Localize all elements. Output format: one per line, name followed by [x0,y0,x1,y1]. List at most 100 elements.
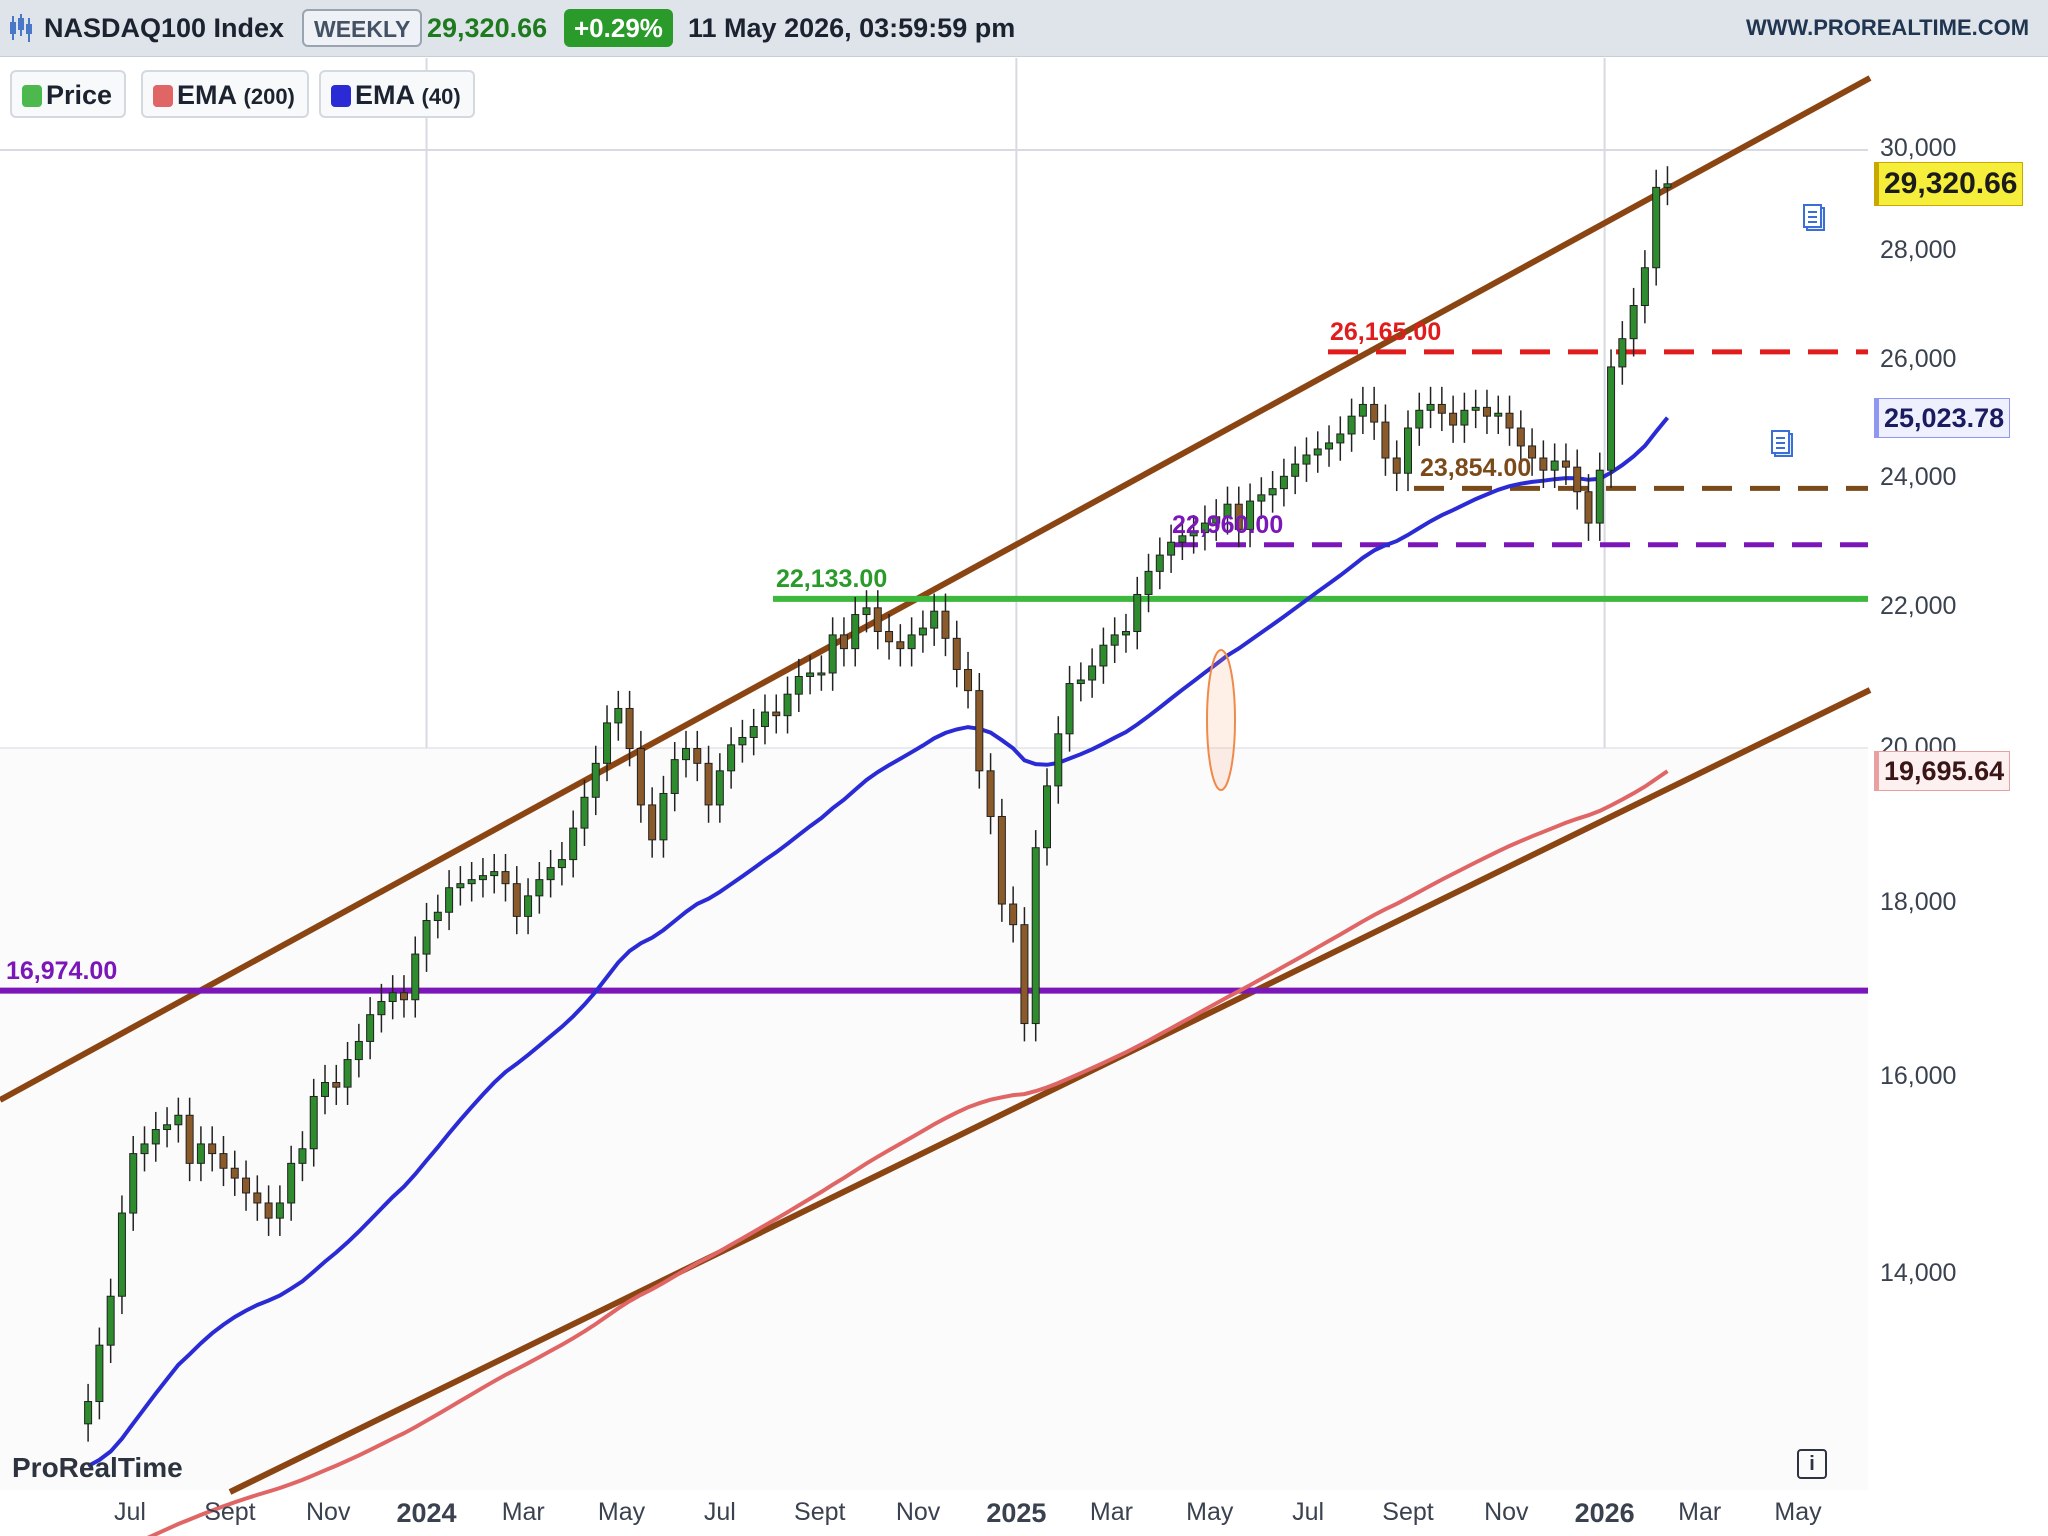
candle-body [343,1059,352,1088]
candle-body [117,1212,126,1297]
legend-item-price[interactable]: Price [10,70,127,118]
candle-body [772,711,781,717]
news-note-icon[interactable] [1771,430,1795,458]
candle-body [1573,466,1582,493]
candle-body [975,690,984,772]
candle-body [1020,924,1029,1025]
ema-200-line [146,769,1669,1536]
info-icon[interactable]: i [1797,1449,1827,1479]
legend-label-ema-40: EMA [355,80,414,110]
candle-body [95,1344,104,1403]
candle-body [1449,412,1458,426]
candle-body [557,859,566,869]
candle-body [196,1143,205,1164]
y-tick-label: 16,000 [1880,1061,1957,1090]
candle-body [129,1153,138,1214]
candle-body [1494,412,1503,417]
x-tick-label: Nov [895,1498,941,1526]
horizontal-levels [0,349,1868,994]
candle-body [1200,522,1209,534]
candle-body [1663,183,1672,188]
candle-body [275,1202,284,1219]
candle-body [885,630,894,643]
candle-body [1076,679,1085,685]
x-tick-label: Sept [204,1498,256,1526]
legend-label-price: Price [46,80,113,110]
x-tick-label: May [1186,1498,1234,1526]
candle-body [1595,469,1604,524]
candle-body [760,711,769,728]
candle-body [930,610,939,629]
candle-body [253,1192,262,1204]
candle-body [377,1000,386,1016]
candle-body [1144,570,1153,595]
y-tick-label: 18,000 [1880,888,1957,917]
candle-body [918,627,927,636]
ema-swatch-icon [153,85,173,107]
candle-body [287,1162,296,1204]
candle-body [388,992,397,1002]
news-note-icon[interactable] [1803,204,1827,232]
candle-body [174,1114,183,1126]
candle-body [907,634,916,650]
candle-body [1505,412,1514,429]
candle-body [1381,421,1390,459]
channel-upper-line [0,75,1872,1103]
candle-body [1009,903,1018,926]
candle-body [501,871,510,885]
candle-body [964,668,973,692]
annotation-ellipse [1206,649,1236,791]
level-label-4: 16,974.00 [6,956,118,985]
level-label-1: 23,854.00 [1420,454,1532,483]
price-tag-ema-40: 25,023.78 [1874,397,2011,438]
candle-body [140,1143,149,1155]
grid-lines [0,58,1868,1490]
candle-body [1550,460,1559,471]
candle-body [399,992,408,1001]
candle-body [1347,415,1356,435]
candle-body [986,770,995,817]
candle-body [478,875,487,881]
ema-swatch-icon [331,85,351,107]
x-tick-label: Mar [1089,1498,1133,1526]
candle-body [208,1143,217,1155]
y-tick-label: 24,000 [1880,463,1957,492]
candle-body [1325,442,1334,450]
y-tick-label: 14,000 [1880,1259,1957,1287]
top-bar: NASDAQ100 Index WEEKLY 29,320.66 +0.29% … [0,0,2048,57]
period-selector[interactable]: WEEKLY [302,9,423,47]
candle-body [1155,554,1164,572]
legend-item-ema-40[interactable]: EMA (40) [319,70,475,118]
candle-body [1482,406,1491,417]
x-tick-label: 2024 [396,1498,457,1528]
x-tick-label: Nov [305,1498,351,1526]
candle-body [1392,457,1401,474]
candle-body [433,911,442,922]
level-label-3: 22,133.00 [776,564,888,593]
candle-body [546,867,555,881]
candle-body [1121,630,1130,636]
candle-body [1257,494,1266,502]
y-tick-label: 26,000 [1880,345,1957,374]
candle-body [670,759,679,794]
candle-body [1370,403,1379,423]
candle-body [230,1167,239,1179]
candle-body [952,637,961,670]
website-link[interactable]: WWW.PROREALTIME.COM [1746,15,2030,40]
x-tick-label: 2026 [1574,1498,1635,1528]
candle-body [1088,665,1097,681]
candle-body [1279,475,1288,490]
candle-body [456,883,465,889]
watermark: ProRealTime [12,1452,183,1483]
candle-body [1031,847,1040,1025]
candle-body [1178,535,1187,543]
candle-body [1629,305,1638,340]
change-badge: +0.29% [564,9,673,47]
datetime-readout: 11 May 2026, 03:59:59 pm [688,13,1016,43]
price-tag-last-price: 29,320.66 [1874,161,2024,206]
legend-param-ema-40: (40) [421,84,461,109]
legend-item-ema-200[interactable]: EMA (200) [141,70,309,118]
channel-lower-line [228,687,1872,1495]
candle-body [1415,409,1424,429]
